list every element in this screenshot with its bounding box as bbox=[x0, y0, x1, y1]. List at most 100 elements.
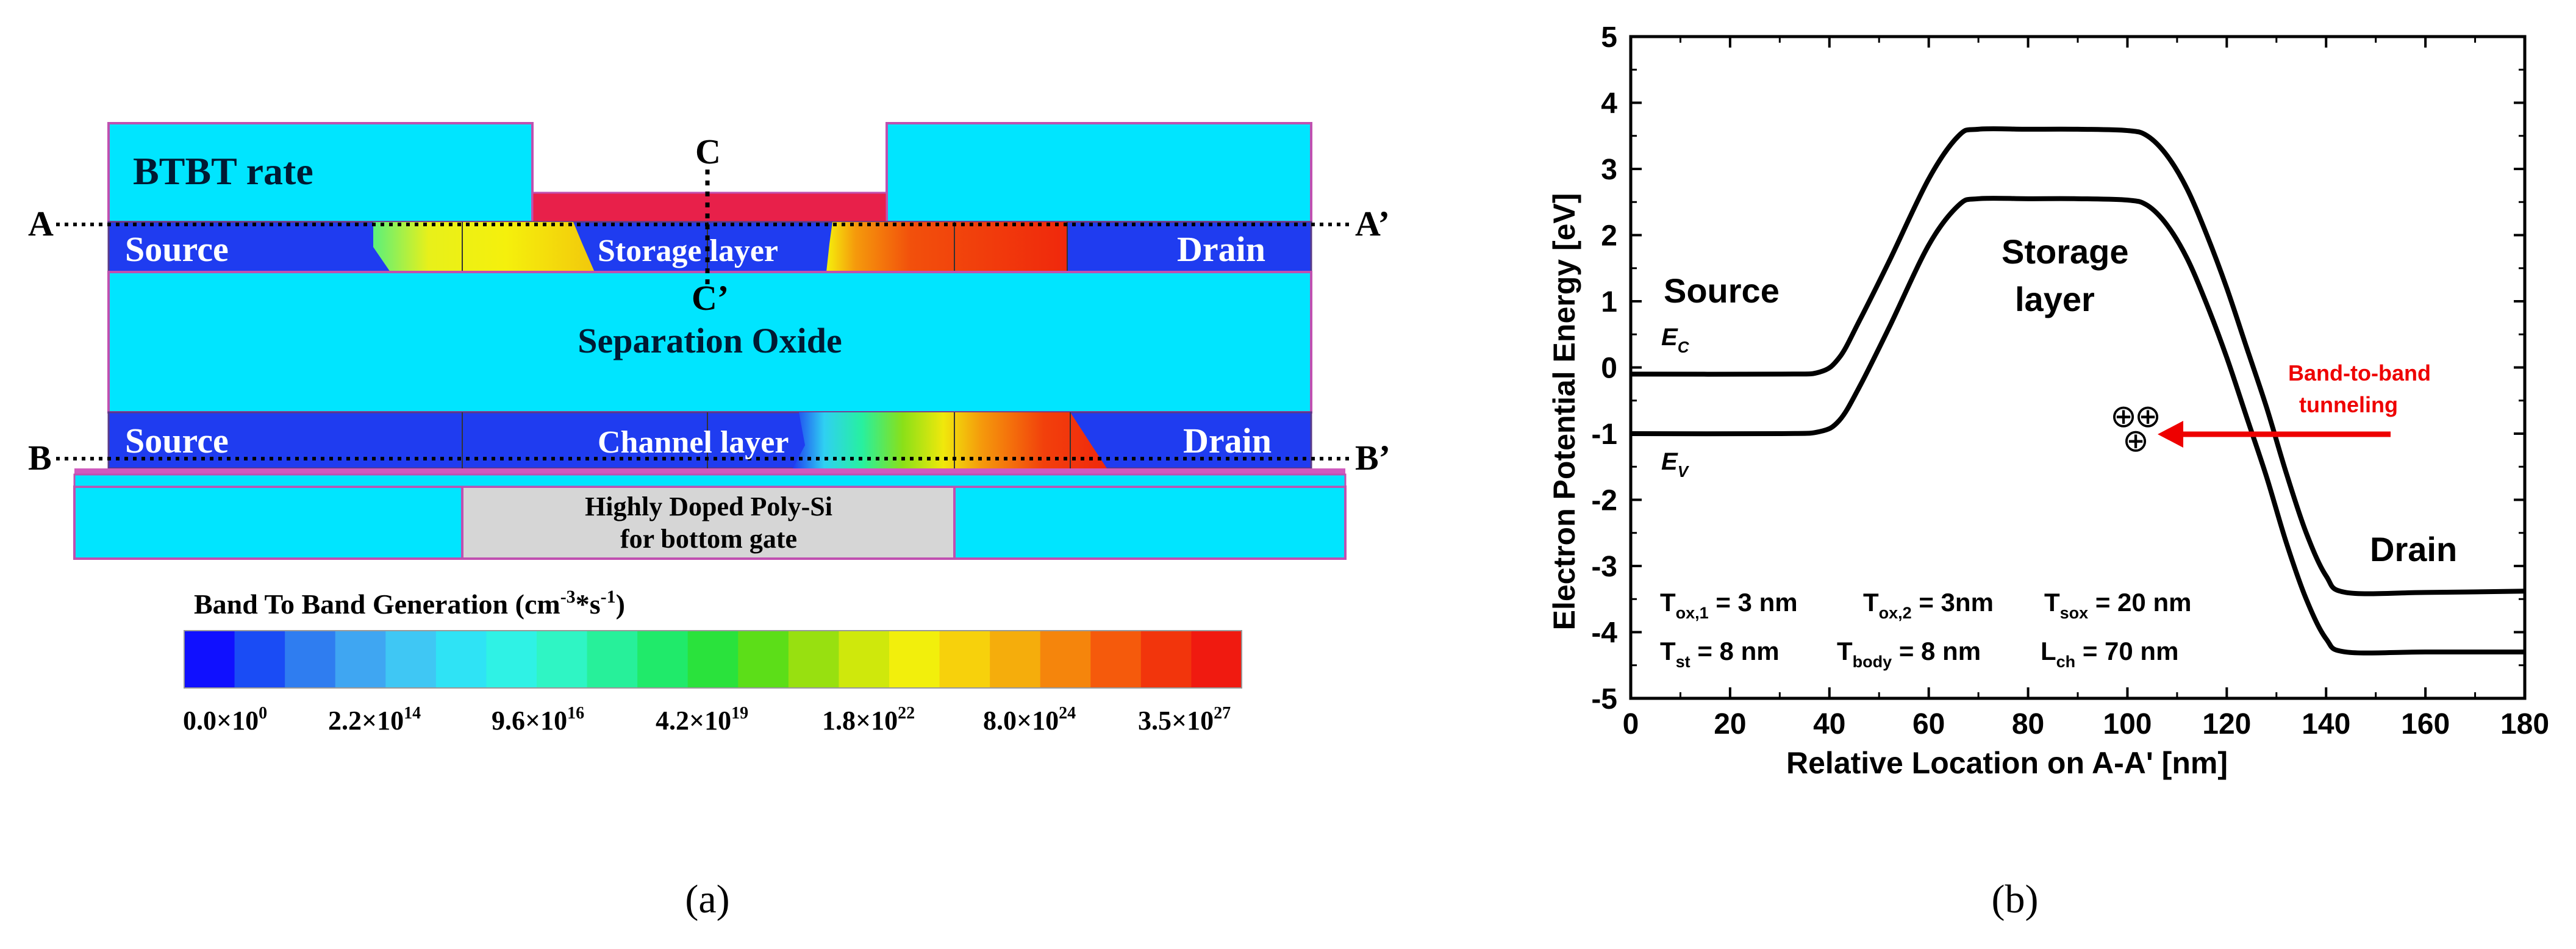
x-axis-label: Relative Location on A-A' [nm] bbox=[1786, 746, 2228, 780]
bottom-oxide-line bbox=[74, 468, 1345, 474]
colorbar-tick-label: 4.2×1019 bbox=[656, 704, 748, 736]
storage-layer-label: Storage layer bbox=[598, 234, 778, 268]
colorbar-swatch bbox=[788, 631, 840, 688]
y-tick-label: -4 bbox=[1591, 617, 1617, 650]
colorbar-tick-label: 0.0×100 bbox=[183, 704, 267, 736]
channel-layer-band bbox=[107, 411, 1312, 470]
x-tick-label: 100 bbox=[2103, 708, 2152, 740]
colorbar bbox=[184, 630, 1242, 689]
label-b: B bbox=[28, 438, 52, 478]
colorbar-swatch bbox=[486, 631, 537, 688]
colorbar-swatch bbox=[537, 631, 588, 688]
poly-si-label-line2: for bottom gate bbox=[620, 524, 797, 554]
param-tox2: Tox,2 = 3nm bbox=[1863, 588, 1994, 622]
param-tbody: Tbody = 8 nm bbox=[1837, 637, 1981, 671]
btbt-spot-drain-side bbox=[826, 222, 1067, 272]
y-tick-label: 1 bbox=[1601, 286, 1617, 318]
colorbar-swatch bbox=[335, 631, 386, 688]
colorbar-swatch bbox=[385, 631, 437, 688]
param-tsox: Tsox = 20 nm bbox=[2044, 588, 2191, 622]
caption-b: (b) bbox=[1992, 877, 2039, 922]
hole-symbol-3: ⊕ bbox=[2122, 423, 2149, 459]
source-top-label: Source bbox=[125, 229, 229, 269]
bottom-substrate-right bbox=[953, 485, 1347, 560]
colorbar-swatch bbox=[839, 631, 890, 688]
btbt-arrow-head bbox=[2158, 421, 2183, 448]
y-tick-label: -3 bbox=[1591, 551, 1617, 583]
y-tick-label: 3 bbox=[1601, 154, 1617, 186]
device-parameters: Tox,1 = 3 nm Tox,2 = 3nm Tsox = 20 nm Ts… bbox=[1660, 588, 2191, 671]
colorbar-swatch bbox=[184, 631, 235, 688]
top-left-gate-block bbox=[107, 122, 534, 223]
y-tick-label: -1 bbox=[1591, 418, 1617, 451]
source-bottom-label: Source bbox=[125, 421, 229, 460]
ev-label: EV bbox=[1661, 448, 1690, 481]
x-tick-label: 160 bbox=[2401, 708, 2450, 740]
param-lch: Lch = 70 nm bbox=[2041, 637, 2178, 671]
label-c: C bbox=[695, 132, 721, 171]
top-right-gate-block bbox=[886, 122, 1312, 223]
colorbar-swatch bbox=[234, 631, 285, 688]
colorbar-swatch bbox=[285, 631, 336, 688]
series-line-ev bbox=[1630, 196, 2525, 656]
btbt-annotation-line1: Band-to-band bbox=[2288, 360, 2431, 385]
bottom-substrate-left bbox=[73, 485, 463, 560]
x-tick-label: 80 bbox=[2012, 708, 2044, 740]
colorbar-swatch bbox=[587, 631, 638, 688]
axis-ticks: 0 20 40 60 80 100 120 140 160 180 -5 -4 -3 -2 -1 0 1 2 3 4 5 bbox=[1591, 21, 2549, 740]
storage-annotation-line1: Storage bbox=[2002, 232, 2129, 271]
x-tick-label: 180 bbox=[2500, 708, 2549, 740]
separation-oxide-label: Separation Oxide bbox=[578, 321, 842, 360]
storage-layer-band bbox=[107, 221, 1312, 273]
colorbar-tick-labels: 0.0×100 2.2×1014 9.6×1016 4.2×1019 1.8×1022 8… bbox=[183, 704, 1231, 736]
drain-top-label: Drain bbox=[1177, 229, 1265, 269]
drain-annotation: Drain bbox=[2370, 530, 2457, 568]
colorbar-tick-label: 2.2×1014 bbox=[328, 704, 421, 736]
caption-a: (a) bbox=[685, 877, 729, 922]
btbt-rate-label: BTBT rate bbox=[133, 149, 313, 193]
colorbar-swatch bbox=[435, 631, 487, 688]
drain-bottom-label: Drain bbox=[1183, 421, 1272, 460]
y-tick-label: 0 bbox=[1601, 353, 1617, 385]
poly-si-label-line1: Highly Doped Poly-Si bbox=[585, 492, 832, 521]
label-a-prime: A’ bbox=[1355, 204, 1390, 243]
colorbar-title: Band To Band Generation (cm-3*s-1) bbox=[194, 587, 625, 620]
colorbar-swatch bbox=[738, 631, 789, 688]
colorbar-border bbox=[184, 630, 1242, 689]
x-tick-label: 60 bbox=[1912, 708, 1945, 740]
x-tick-label: 20 bbox=[1714, 708, 1746, 740]
x-tick-label: 120 bbox=[2202, 708, 2251, 740]
source-annotation: Source bbox=[1664, 271, 1780, 310]
x-tick-label: 0 bbox=[1623, 708, 1639, 740]
series-line-ec bbox=[1630, 126, 2525, 596]
y-tick-label: -2 bbox=[1591, 485, 1617, 517]
y-tick-label: 5 bbox=[1601, 21, 1617, 54]
btbt-annotation-line2: tunneling bbox=[2299, 392, 2398, 417]
y-tick-label: -5 bbox=[1591, 683, 1617, 715]
y-tick-label: 2 bbox=[1601, 220, 1617, 252]
hole-symbol-2: ⊕ bbox=[2134, 399, 2161, 434]
colorbar-swatch bbox=[939, 631, 990, 688]
colorbar-tick-label: 9.6×1016 bbox=[492, 704, 584, 736]
label-a: A bbox=[28, 204, 54, 243]
x-tick-label: 140 bbox=[2302, 708, 2350, 740]
colorbar-tick-label: 8.0×1024 bbox=[983, 704, 1076, 736]
colorbar-swatch bbox=[687, 631, 739, 688]
colorbar-swatch bbox=[1090, 631, 1142, 688]
param-tox1: Tox,1 = 3 nm bbox=[1660, 588, 1798, 622]
colorbar-swatch bbox=[637, 631, 689, 688]
y-tick-label: 4 bbox=[1601, 88, 1617, 120]
colorbar-tick-label: 3.5×1027 bbox=[1138, 704, 1231, 736]
label-b-prime: B’ bbox=[1355, 438, 1390, 478]
storage-annotation-line2: layer bbox=[2015, 280, 2095, 318]
colorbar-swatch bbox=[1140, 631, 1192, 688]
substrate-top-edge bbox=[73, 473, 1347, 488]
colorbar-swatch bbox=[990, 631, 1041, 688]
colorbar-swatch bbox=[1191, 631, 1242, 688]
hole-symbol-1: ⊕ bbox=[2110, 399, 2137, 434]
colorbar-tick-label: 1.8×1022 bbox=[822, 704, 915, 736]
y-axis-label: Electron Potential Energy [eV] bbox=[1547, 193, 1581, 631]
param-tst: Tst = 8 nm bbox=[1660, 637, 1780, 671]
btbt-spot-channel bbox=[793, 412, 1107, 468]
